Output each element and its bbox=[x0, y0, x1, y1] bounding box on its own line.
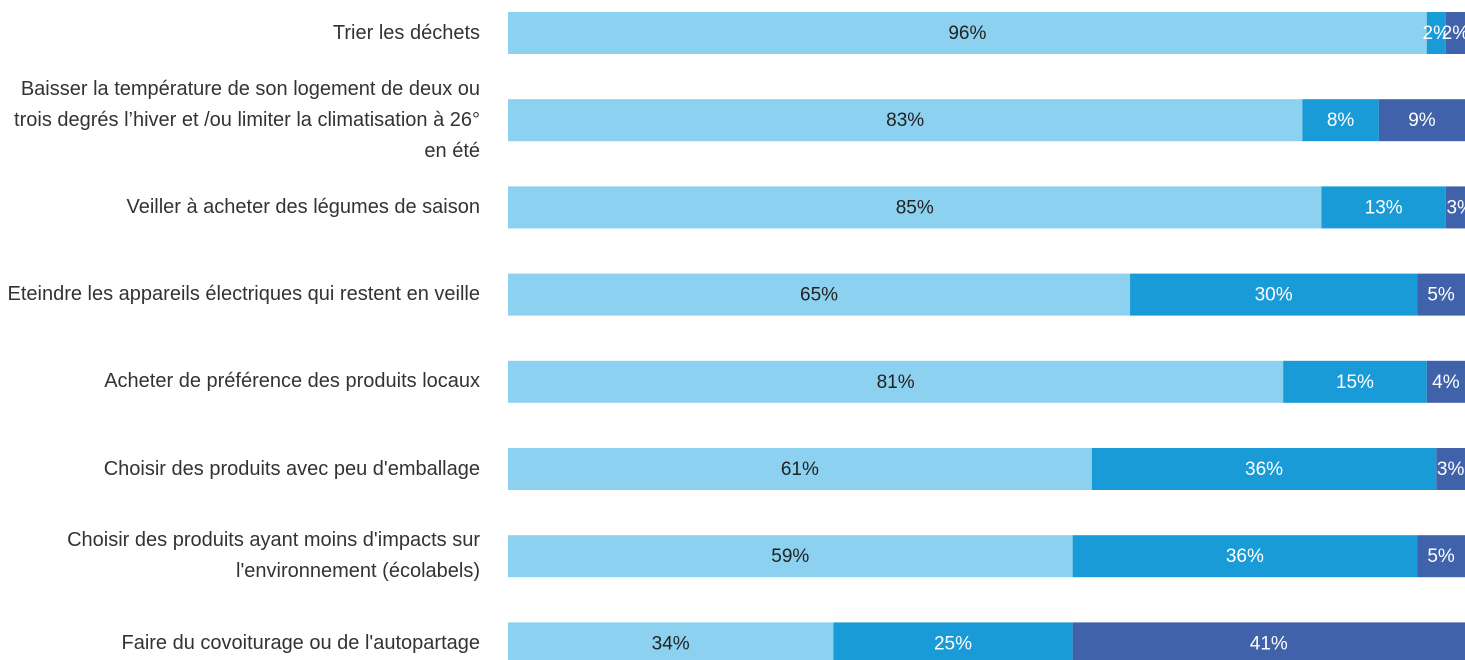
bar-segment bbox=[1378, 99, 1465, 142]
bar-segment bbox=[1417, 273, 1465, 316]
category-label: Choisir des produits ayant moins d'impac… bbox=[67, 529, 480, 583]
bar-segment bbox=[1426, 360, 1465, 403]
category-label: Choisir des produits avec peu d'emballag… bbox=[103, 457, 480, 480]
value-label: 15% bbox=[1336, 372, 1374, 393]
bar-segment bbox=[508, 448, 1092, 490]
value-label: 34% bbox=[652, 633, 690, 654]
bar-segment bbox=[1091, 448, 1437, 490]
value-label: 8% bbox=[1327, 110, 1355, 131]
value-label: 96% bbox=[948, 23, 986, 44]
value-label: 65% bbox=[800, 285, 838, 306]
bar-segment bbox=[1445, 12, 1465, 54]
value-label: 83% bbox=[886, 110, 924, 131]
category-label: Baisser la température de son logement d… bbox=[14, 77, 480, 162]
value-label: 3% bbox=[1446, 197, 1465, 218]
value-label: 9% bbox=[1408, 110, 1436, 131]
bar-segment bbox=[1436, 448, 1465, 490]
bar-segment bbox=[508, 535, 1073, 578]
value-label: 81% bbox=[877, 372, 915, 393]
value-label: 36% bbox=[1226, 546, 1264, 567]
value-label: 5% bbox=[1427, 285, 1455, 306]
bar-segment bbox=[1321, 186, 1446, 229]
bar-segment bbox=[1072, 535, 1418, 578]
value-label: 13% bbox=[1365, 197, 1403, 218]
bar-segment bbox=[1130, 273, 1418, 316]
value-label: 5% bbox=[1427, 546, 1455, 567]
category-label: Eteindre les appareils électriques qui r… bbox=[7, 283, 481, 306]
value-label: 4% bbox=[1432, 372, 1460, 393]
bar-segment bbox=[508, 360, 1284, 403]
category-label: Faire du covoiturage ou de l'autopartage bbox=[121, 631, 480, 654]
value-label: 36% bbox=[1245, 459, 1283, 480]
value-label: 2% bbox=[1423, 23, 1451, 44]
category-label: Trier les déchets bbox=[332, 21, 480, 44]
bar-segment bbox=[1283, 360, 1427, 403]
bar-segment bbox=[1417, 535, 1465, 578]
value-label: 41% bbox=[1250, 633, 1288, 654]
bar-segment bbox=[833, 622, 1073, 660]
bar-segment bbox=[508, 12, 1427, 54]
bar-segment bbox=[508, 186, 1322, 229]
value-label: 85% bbox=[896, 197, 934, 218]
value-label: 2% bbox=[1442, 23, 1465, 44]
value-label: 61% bbox=[781, 459, 819, 480]
bar-segment bbox=[1445, 186, 1465, 229]
category-label: Veiller à acheter des légumes de saison bbox=[126, 195, 480, 218]
bar-segment bbox=[508, 99, 1303, 142]
bar-segment bbox=[1072, 622, 1465, 660]
value-label: 30% bbox=[1255, 285, 1293, 306]
value-label: 3% bbox=[1437, 459, 1465, 480]
value-label: 59% bbox=[771, 546, 809, 567]
category-label: Acheter de préférence des produits locau… bbox=[104, 370, 480, 393]
value-label: 25% bbox=[934, 633, 972, 654]
bar-segment bbox=[508, 273, 1131, 316]
bar-segment bbox=[1302, 99, 1379, 142]
bar-segment bbox=[1426, 12, 1446, 54]
bar-segment bbox=[508, 622, 834, 660]
